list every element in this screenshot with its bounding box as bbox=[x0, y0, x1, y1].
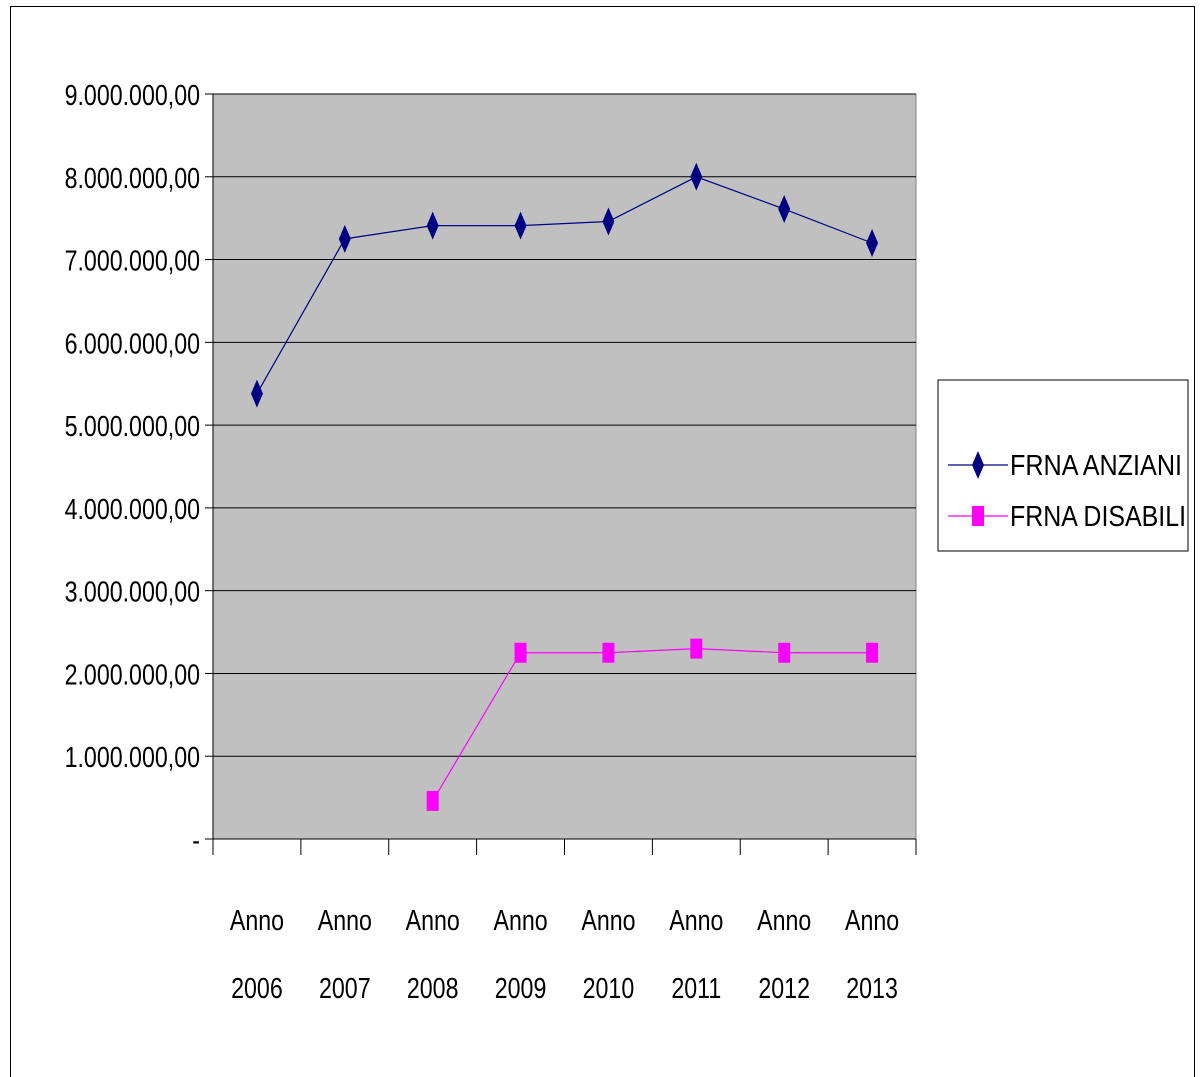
data-point bbox=[602, 207, 615, 236]
legend-marker-disabili bbox=[972, 506, 984, 526]
data-point bbox=[690, 638, 703, 659]
legend-label-anziani: FRNA ANZIANI bbox=[1010, 450, 1182, 482]
x-tick-label: Anno bbox=[845, 903, 899, 936]
x-tick-label: Anno bbox=[757, 903, 811, 936]
data-point bbox=[250, 379, 263, 408]
legend: FRNA ANZIANI FRNA DISABILI bbox=[937, 379, 1189, 552]
legend-marker-anziani bbox=[972, 451, 984, 479]
chart-frame bbox=[10, 6, 1195, 1077]
data-point bbox=[866, 642, 879, 663]
x-tick-label: 2008 bbox=[407, 971, 459, 1004]
legend-label-disabili: FRNA DISABILI bbox=[1010, 501, 1186, 533]
x-tick-label: Anno bbox=[669, 903, 723, 936]
y-tick-label: 9.000.000,00 bbox=[65, 78, 200, 111]
series-line bbox=[432, 648, 873, 802]
y-tick-label: 8.000.000,00 bbox=[65, 161, 200, 194]
x-tick-label: 2006 bbox=[231, 971, 283, 1004]
y-tick-label: 5.000.000,00 bbox=[65, 410, 200, 443]
x-tick-label: 2013 bbox=[846, 971, 898, 1004]
data-point bbox=[426, 790, 439, 811]
x-tick-label: Anno bbox=[406, 903, 460, 936]
plot-area bbox=[212, 93, 917, 840]
gridlines bbox=[213, 93, 916, 757]
data-point bbox=[602, 642, 615, 663]
series-lines bbox=[256, 176, 873, 802]
data-point bbox=[514, 211, 527, 240]
y-tick-label: 6.000.000,00 bbox=[65, 327, 200, 360]
x-tick-label: 2010 bbox=[583, 971, 635, 1004]
y-tick-label: 7.000.000,00 bbox=[65, 244, 200, 277]
x-axis: Anno 2006 Anno 2007 Anno 2008 Anno 2009 Anno 2010… bbox=[212, 838, 917, 1005]
data-point bbox=[690, 162, 703, 191]
data-point bbox=[338, 224, 351, 253]
x-tick-label: 2009 bbox=[495, 971, 547, 1004]
y-axis: - 1.000.000,00 2.000.000,00 3.000.000,00 4.0… bbox=[65, 78, 214, 857]
y-tick-label: 4.000.000,00 bbox=[65, 492, 200, 525]
series-markers bbox=[250, 162, 879, 811]
y-tick-label: 1.000.000,00 bbox=[65, 741, 200, 774]
x-tick-label: Anno bbox=[493, 903, 547, 936]
x-tick-label: 2011 bbox=[671, 971, 721, 1004]
data-point bbox=[778, 195, 791, 224]
x-tick-label: Anno bbox=[581, 903, 635, 936]
data-point bbox=[778, 642, 791, 663]
data-point bbox=[514, 642, 527, 663]
y-tick-label: 3.000.000,00 bbox=[65, 575, 200, 608]
x-tick-label: Anno bbox=[318, 903, 372, 936]
data-point bbox=[866, 229, 879, 257]
y-tick-label: 2.000.000,00 bbox=[65, 658, 200, 691]
x-tick-label: Anno bbox=[230, 903, 284, 936]
series-line bbox=[256, 176, 873, 394]
data-point bbox=[426, 211, 439, 240]
x-tick-label: 2012 bbox=[758, 971, 810, 1004]
x-tick-label: 2007 bbox=[319, 971, 371, 1004]
y-tick-label: - bbox=[192, 823, 200, 856]
